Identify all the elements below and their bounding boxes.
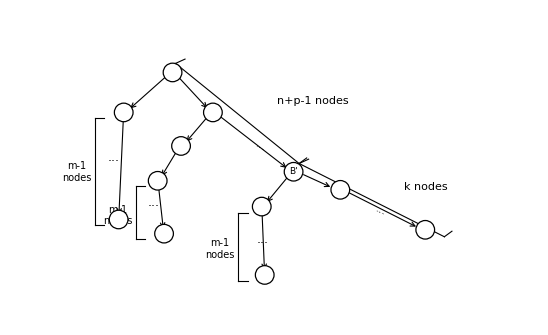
Ellipse shape (172, 137, 190, 155)
Text: ...: ... (253, 139, 267, 153)
Ellipse shape (155, 224, 173, 243)
Text: m-1
nodes: m-1 nodes (102, 205, 132, 226)
Ellipse shape (115, 103, 133, 122)
Text: m-1
nodes: m-1 nodes (205, 238, 235, 260)
Text: m-1
nodes: m-1 nodes (62, 161, 92, 183)
Ellipse shape (163, 63, 182, 82)
Ellipse shape (416, 220, 435, 239)
Ellipse shape (284, 162, 303, 181)
Ellipse shape (253, 197, 271, 216)
Text: B': B' (289, 167, 298, 176)
Text: k nodes: k nodes (404, 182, 448, 192)
Ellipse shape (203, 103, 222, 122)
Ellipse shape (331, 181, 350, 199)
Ellipse shape (149, 172, 167, 190)
Text: ...: ... (147, 196, 159, 209)
Ellipse shape (255, 266, 274, 284)
Text: ...: ... (257, 233, 269, 246)
Text: ...: ... (108, 151, 120, 164)
Ellipse shape (109, 210, 128, 229)
Text: n+p-1 nodes: n+p-1 nodes (277, 96, 348, 106)
Text: ...: ... (374, 204, 387, 217)
